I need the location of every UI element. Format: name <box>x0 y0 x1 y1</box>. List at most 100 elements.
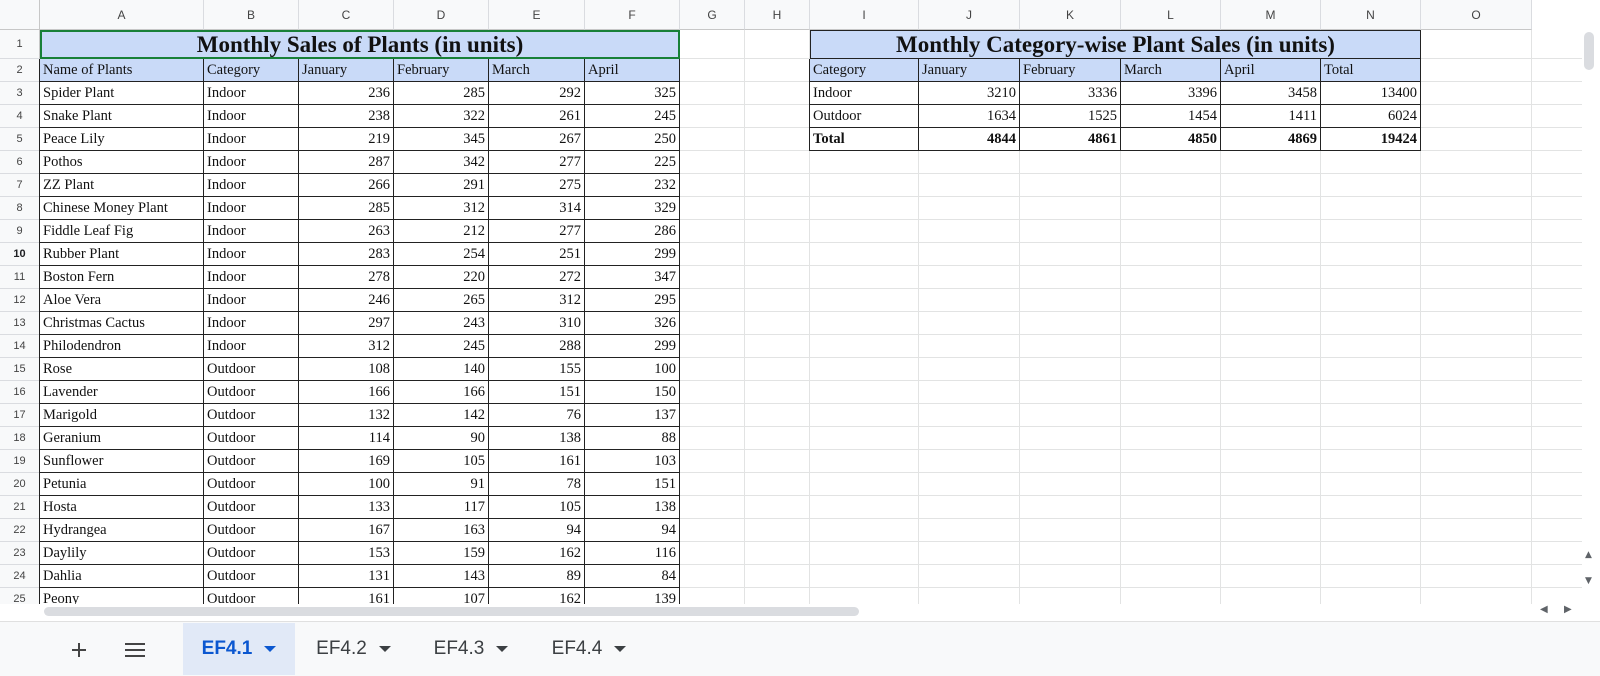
row-header-18[interactable]: 18 <box>0 427 40 450</box>
column-header-h[interactable]: H <box>745 0 810 30</box>
table-cell[interactable]: Outdoor <box>204 450 299 473</box>
table-header-cell[interactable]: February <box>1020 59 1121 82</box>
table-cell[interactable]: Peace Lily <box>40 128 204 151</box>
table-cell[interactable]: Chinese Money Plant <box>40 197 204 220</box>
table-cell[interactable]: 84 <box>585 565 680 588</box>
table-cell[interactable]: 254 <box>394 243 489 266</box>
row-header-4[interactable]: 4 <box>0 105 40 128</box>
table-cell[interactable]: 345 <box>394 128 489 151</box>
table-cell[interactable]: Indoor <box>810 82 919 105</box>
column-header-e[interactable]: E <box>489 0 585 30</box>
table-cell[interactable]: 116 <box>585 542 680 565</box>
column-header-b[interactable]: B <box>204 0 299 30</box>
table-cell[interactable]: Outdoor <box>204 358 299 381</box>
table-cell[interactable]: 137 <box>585 404 680 427</box>
table-cell[interactable]: 4850 <box>1121 128 1221 151</box>
row-header-19[interactable]: 19 <box>0 450 40 473</box>
table-cell[interactable]: 3396 <box>1121 82 1221 105</box>
row-header-6[interactable]: 6 <box>0 151 40 174</box>
row-header-13[interactable]: 13 <box>0 312 40 335</box>
table-cell[interactable]: Spider Plant <box>40 82 204 105</box>
table-header-cell[interactable]: Total <box>1321 59 1421 82</box>
table-cell[interactable]: 162 <box>489 542 585 565</box>
scroll-right-icon[interactable]: ▶ <box>1564 604 1572 615</box>
table-cell[interactable]: Indoor <box>204 105 299 128</box>
row-header-12[interactable]: 12 <box>0 289 40 312</box>
table-cell[interactable]: Indoor <box>204 289 299 312</box>
table-header-cell[interactable]: Category <box>204 59 299 82</box>
table-cell[interactable]: 103 <box>585 450 680 473</box>
table-cell[interactable]: 159 <box>394 542 489 565</box>
column-header-d[interactable]: D <box>394 0 489 30</box>
table-cell[interactable]: 133 <box>299 496 394 519</box>
select-all-corner[interactable] <box>0 0 40 30</box>
table-cell[interactable]: 166 <box>299 381 394 404</box>
table-cell[interactable]: 278 <box>299 266 394 289</box>
table-header-cell[interactable]: February <box>394 59 489 82</box>
table-cell[interactable]: 212 <box>394 220 489 243</box>
plant-sales-title[interactable]: Monthly Sales of Plants (in units) <box>40 30 680 59</box>
table-cell[interactable]: 238 <box>299 105 394 128</box>
table-cell[interactable]: 275 <box>489 174 585 197</box>
table-cell[interactable]: 167 <box>299 519 394 542</box>
table-cell[interactable]: 3458 <box>1221 82 1321 105</box>
scroll-left-icon[interactable]: ◀ <box>1540 604 1548 615</box>
row-header-1[interactable]: 1 <box>0 30 40 59</box>
table-cell[interactable]: 117 <box>394 496 489 519</box>
table-cell[interactable]: 89 <box>489 565 585 588</box>
all-sheets-button[interactable] <box>118 633 152 667</box>
row-header-2[interactable]: 2 <box>0 59 40 82</box>
table-cell[interactable]: 251 <box>489 243 585 266</box>
table-cell[interactable]: 245 <box>394 335 489 358</box>
table-cell[interactable]: Aloe Vera <box>40 289 204 312</box>
table-cell[interactable]: 100 <box>299 473 394 496</box>
table-cell[interactable]: 94 <box>585 519 680 542</box>
table-cell[interactable]: 245 <box>585 105 680 128</box>
row-header-9[interactable]: 9 <box>0 220 40 243</box>
table-cell[interactable]: 283 <box>299 243 394 266</box>
table-cell[interactable]: 131 <box>299 565 394 588</box>
horizontal-scroll-thumb[interactable] <box>44 607 859 616</box>
table-cell[interactable]: 153 <box>299 542 394 565</box>
table-cell[interactable]: 13400 <box>1321 82 1421 105</box>
table-cell[interactable]: 169 <box>299 450 394 473</box>
table-cell[interactable]: 225 <box>585 151 680 174</box>
table-cell[interactable]: Indoor <box>204 197 299 220</box>
table-cell[interactable]: 261 <box>489 105 585 128</box>
table-cell[interactable]: Philodendron <box>40 335 204 358</box>
table-cell[interactable]: Total <box>810 128 919 151</box>
table-cell[interactable]: 292 <box>489 82 585 105</box>
table-cell[interactable]: Outdoor <box>204 519 299 542</box>
row-header-15[interactable]: 15 <box>0 358 40 381</box>
row-header-10[interactable]: 10 <box>0 243 40 266</box>
table-cell[interactable]: Outdoor <box>204 473 299 496</box>
table-cell[interactable]: Outdoor <box>204 588 299 604</box>
table-cell[interactable]: 4861 <box>1020 128 1121 151</box>
table-cell[interactable]: Outdoor <box>204 404 299 427</box>
row-header-11[interactable]: 11 <box>0 266 40 289</box>
table-cell[interactable]: 90 <box>394 427 489 450</box>
table-cell[interactable]: 312 <box>299 335 394 358</box>
table-cell[interactable]: 236 <box>299 82 394 105</box>
table-cell[interactable]: Christmas Cactus <box>40 312 204 335</box>
row-header-21[interactable]: 21 <box>0 496 40 519</box>
table-cell[interactable]: 314 <box>489 197 585 220</box>
table-cell[interactable]: 322 <box>394 105 489 128</box>
table-cell[interactable]: Indoor <box>204 243 299 266</box>
table-cell[interactable]: 143 <box>394 565 489 588</box>
table-cell[interactable]: Geranium <box>40 427 204 450</box>
table-cell[interactable]: Sunflower <box>40 450 204 473</box>
table-cell[interactable]: Indoor <box>204 151 299 174</box>
table-header-cell[interactable]: January <box>299 59 394 82</box>
column-header-c[interactable]: C <box>299 0 394 30</box>
table-cell[interactable]: Indoor <box>204 335 299 358</box>
table-cell[interactable]: Outdoor <box>204 427 299 450</box>
row-header-25[interactable]: 25 <box>0 588 40 604</box>
table-cell[interactable]: 325 <box>585 82 680 105</box>
table-cell[interactable]: Hydrangea <box>40 519 204 542</box>
table-cell[interactable]: Outdoor <box>810 105 919 128</box>
table-cell[interactable]: Peony <box>40 588 204 604</box>
table-cell[interactable]: 220 <box>394 266 489 289</box>
table-header-cell[interactable]: April <box>1221 59 1321 82</box>
row-header-16[interactable]: 16 <box>0 381 40 404</box>
